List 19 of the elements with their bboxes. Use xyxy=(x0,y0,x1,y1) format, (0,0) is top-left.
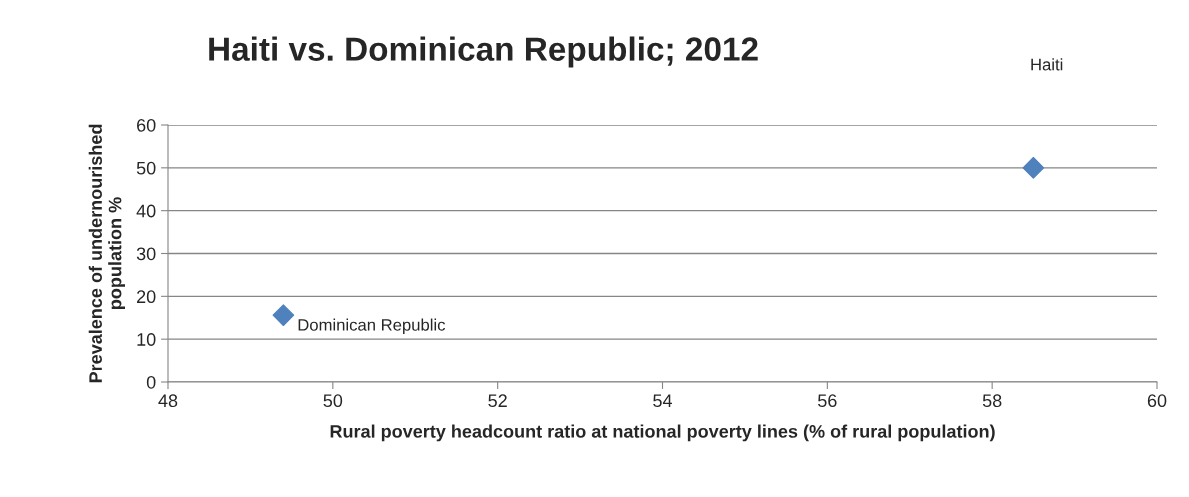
y-axis-title: Prevalence of undernourished population % xyxy=(88,124,125,383)
chart-title: Haiti vs. Dominican Republic; 2012 xyxy=(209,36,758,68)
y-tick-label: 10 xyxy=(137,333,156,346)
x-tick-label: 50 xyxy=(323,394,343,408)
y-tick-label: 50 xyxy=(136,161,156,175)
x-tick-label: 52 xyxy=(488,394,507,408)
x-tick-label: 54 xyxy=(653,394,673,408)
y-tick-label: 60 xyxy=(137,118,156,132)
x-tick-label: 60 xyxy=(1147,394,1167,408)
x-tick-label: 48 xyxy=(158,394,178,408)
y-tick-label: 20 xyxy=(137,290,156,304)
annotation: Dominican Republic xyxy=(298,318,446,335)
x-tick-label: 58 xyxy=(982,394,1002,408)
y-tick-label: 40 xyxy=(136,204,156,218)
x-tick-label: 56 xyxy=(818,394,837,408)
y-tick-label: 30 xyxy=(136,247,156,261)
text: Haiti xyxy=(1031,58,1063,71)
x-axis-title: Rural poverty headcount ratio at national poverty lines (% of rural population) xyxy=(330,424,995,442)
y-tick-label: 0 xyxy=(146,375,156,389)
